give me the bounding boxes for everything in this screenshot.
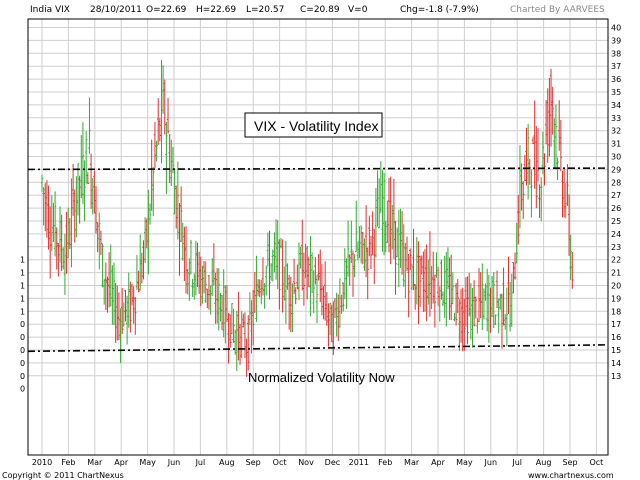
x-tick-label: Aug — [219, 458, 235, 467]
y-tick-label: 35 — [611, 88, 621, 97]
x-tick-label: Feb — [378, 458, 392, 467]
x-tick-label: 2011 — [349, 458, 369, 467]
x-tick-label: Apr — [431, 458, 446, 467]
normalized-label-text: Normalized Volatility Now — [248, 370, 395, 385]
chart-grid — [28, 19, 608, 455]
x-tick-label: Oct — [273, 458, 287, 467]
header-date: 28/10/2011 — [90, 5, 142, 15]
y-tick-label: 36 — [611, 75, 621, 84]
x-tick-label: May — [139, 458, 156, 467]
right-axis-labels: 40 39 38 37 36 35 34 33 32 31 30 29 28 27 26 25 24 23 22 21… — [611, 24, 621, 381]
y-tick-label: 22 — [611, 256, 621, 265]
y-tick-label: 34 — [611, 101, 621, 110]
x-tick-label: Feb — [61, 458, 75, 467]
header-close: C=20.89 — [300, 5, 340, 15]
y-tick-label: 15 — [611, 346, 621, 355]
quote-header: India VIX 28/10/2011 O=22.69 H=22.69 L=2… — [30, 5, 605, 15]
x-tick-label: Jul — [511, 458, 522, 467]
index-label-text: VIX - Volatility Index — [254, 118, 379, 134]
y-tick-label: 25 — [611, 217, 621, 226]
header-high: H=22.69 — [196, 5, 236, 15]
left-tick-label: 1 — [20, 307, 25, 316]
left-tick-label: 0 — [20, 320, 25, 329]
x-tick-label: Aug — [536, 458, 552, 467]
y-tick-label: 33 — [611, 114, 621, 123]
header-open: O=22.69 — [146, 5, 187, 15]
y-tick-label: 37 — [611, 62, 621, 71]
left-tick-label: 0 — [20, 385, 25, 394]
y-tick-label: 27 — [611, 191, 621, 200]
y-tick-label: 28 — [611, 178, 621, 187]
index-label-border — [244, 112, 383, 138]
y-tick-label: 24 — [611, 230, 621, 239]
footer-site: www.chartnexus.com — [528, 471, 614, 480]
x-tick-label: Jun — [167, 458, 181, 467]
x-tick-label: Mar — [87, 458, 103, 467]
y-tick-label: 32 — [611, 127, 621, 136]
y-tick-label: 38 — [611, 49, 621, 58]
x-tick-label: Apr — [114, 458, 129, 467]
y-tick-label: 13 — [611, 372, 621, 381]
x-tick-label: Dec — [325, 458, 340, 467]
x-tick-label: Jul — [195, 458, 206, 467]
y-tick-label: 19 — [611, 294, 621, 303]
upper-trend-line — [27, 167, 609, 171]
y-tick-label: 14 — [611, 359, 621, 368]
header-change: Chg=-1.8 (-7.9%) — [400, 5, 479, 15]
y-tick-label: 29 — [611, 165, 621, 174]
x-tick-label: May — [456, 458, 473, 467]
left-tick-label: 1 — [20, 256, 25, 265]
left-tick-label: 0 — [20, 333, 25, 342]
y-tick-label: 17 — [611, 320, 621, 329]
y-tick-label: 39 — [611, 36, 621, 45]
y-tick-label: 40 — [611, 24, 621, 33]
lower-trend-line — [27, 344, 609, 353]
x-tick-label: Mar — [404, 458, 420, 467]
left-tick-label: 1 — [20, 269, 25, 278]
x-tick-label: Nov — [298, 458, 314, 467]
header-charted-by: Charted By AARVEES — [510, 5, 605, 15]
x-tick-label: Jun — [484, 458, 498, 467]
x-tick-label: Oct — [589, 458, 603, 467]
y-tick-label: 23 — [611, 243, 621, 252]
y-tick-label: 18 — [611, 307, 621, 316]
left-tick-label: 0 — [20, 372, 25, 381]
trend-lines — [27, 167, 609, 353]
header-symbol: India VIX — [30, 5, 70, 15]
y-tick-label: 20 — [611, 282, 621, 291]
x-tick-label: Sep — [246, 458, 261, 467]
x-tick-label: 2010 — [32, 458, 52, 467]
left-tick-label: 1 — [20, 294, 25, 303]
candle-series — [40, 59, 574, 377]
plot-frame — [27, 18, 609, 456]
y-tick-label: 21 — [611, 269, 621, 278]
x-axis-labels: 2010 Feb Mar Apr May Jun Jul Aug Sep Oct Nov Dec 201… — [32, 458, 604, 467]
y-tick-label: 31 — [611, 140, 621, 149]
header-low: L=20.57 — [246, 5, 284, 15]
y-tick-label: 16 — [611, 333, 621, 342]
footer-copyright: Copyright © 2011 ChartNexus — [2, 471, 124, 480]
left-axis-labels: 1 1 1 1 1 0 0 0 0 0 0 — [20, 256, 25, 394]
y-tick-label: 30 — [611, 153, 621, 162]
left-tick-label: 0 — [20, 346, 25, 355]
y-tick-label: 26 — [611, 204, 621, 213]
header-volume: V=0 — [348, 5, 368, 15]
left-tick-label: 0 — [20, 359, 25, 368]
left-tick-label: 1 — [20, 282, 25, 291]
x-tick-label: Sep — [562, 458, 577, 467]
index-label-box: VIX - Volatility Index — [244, 112, 383, 138]
